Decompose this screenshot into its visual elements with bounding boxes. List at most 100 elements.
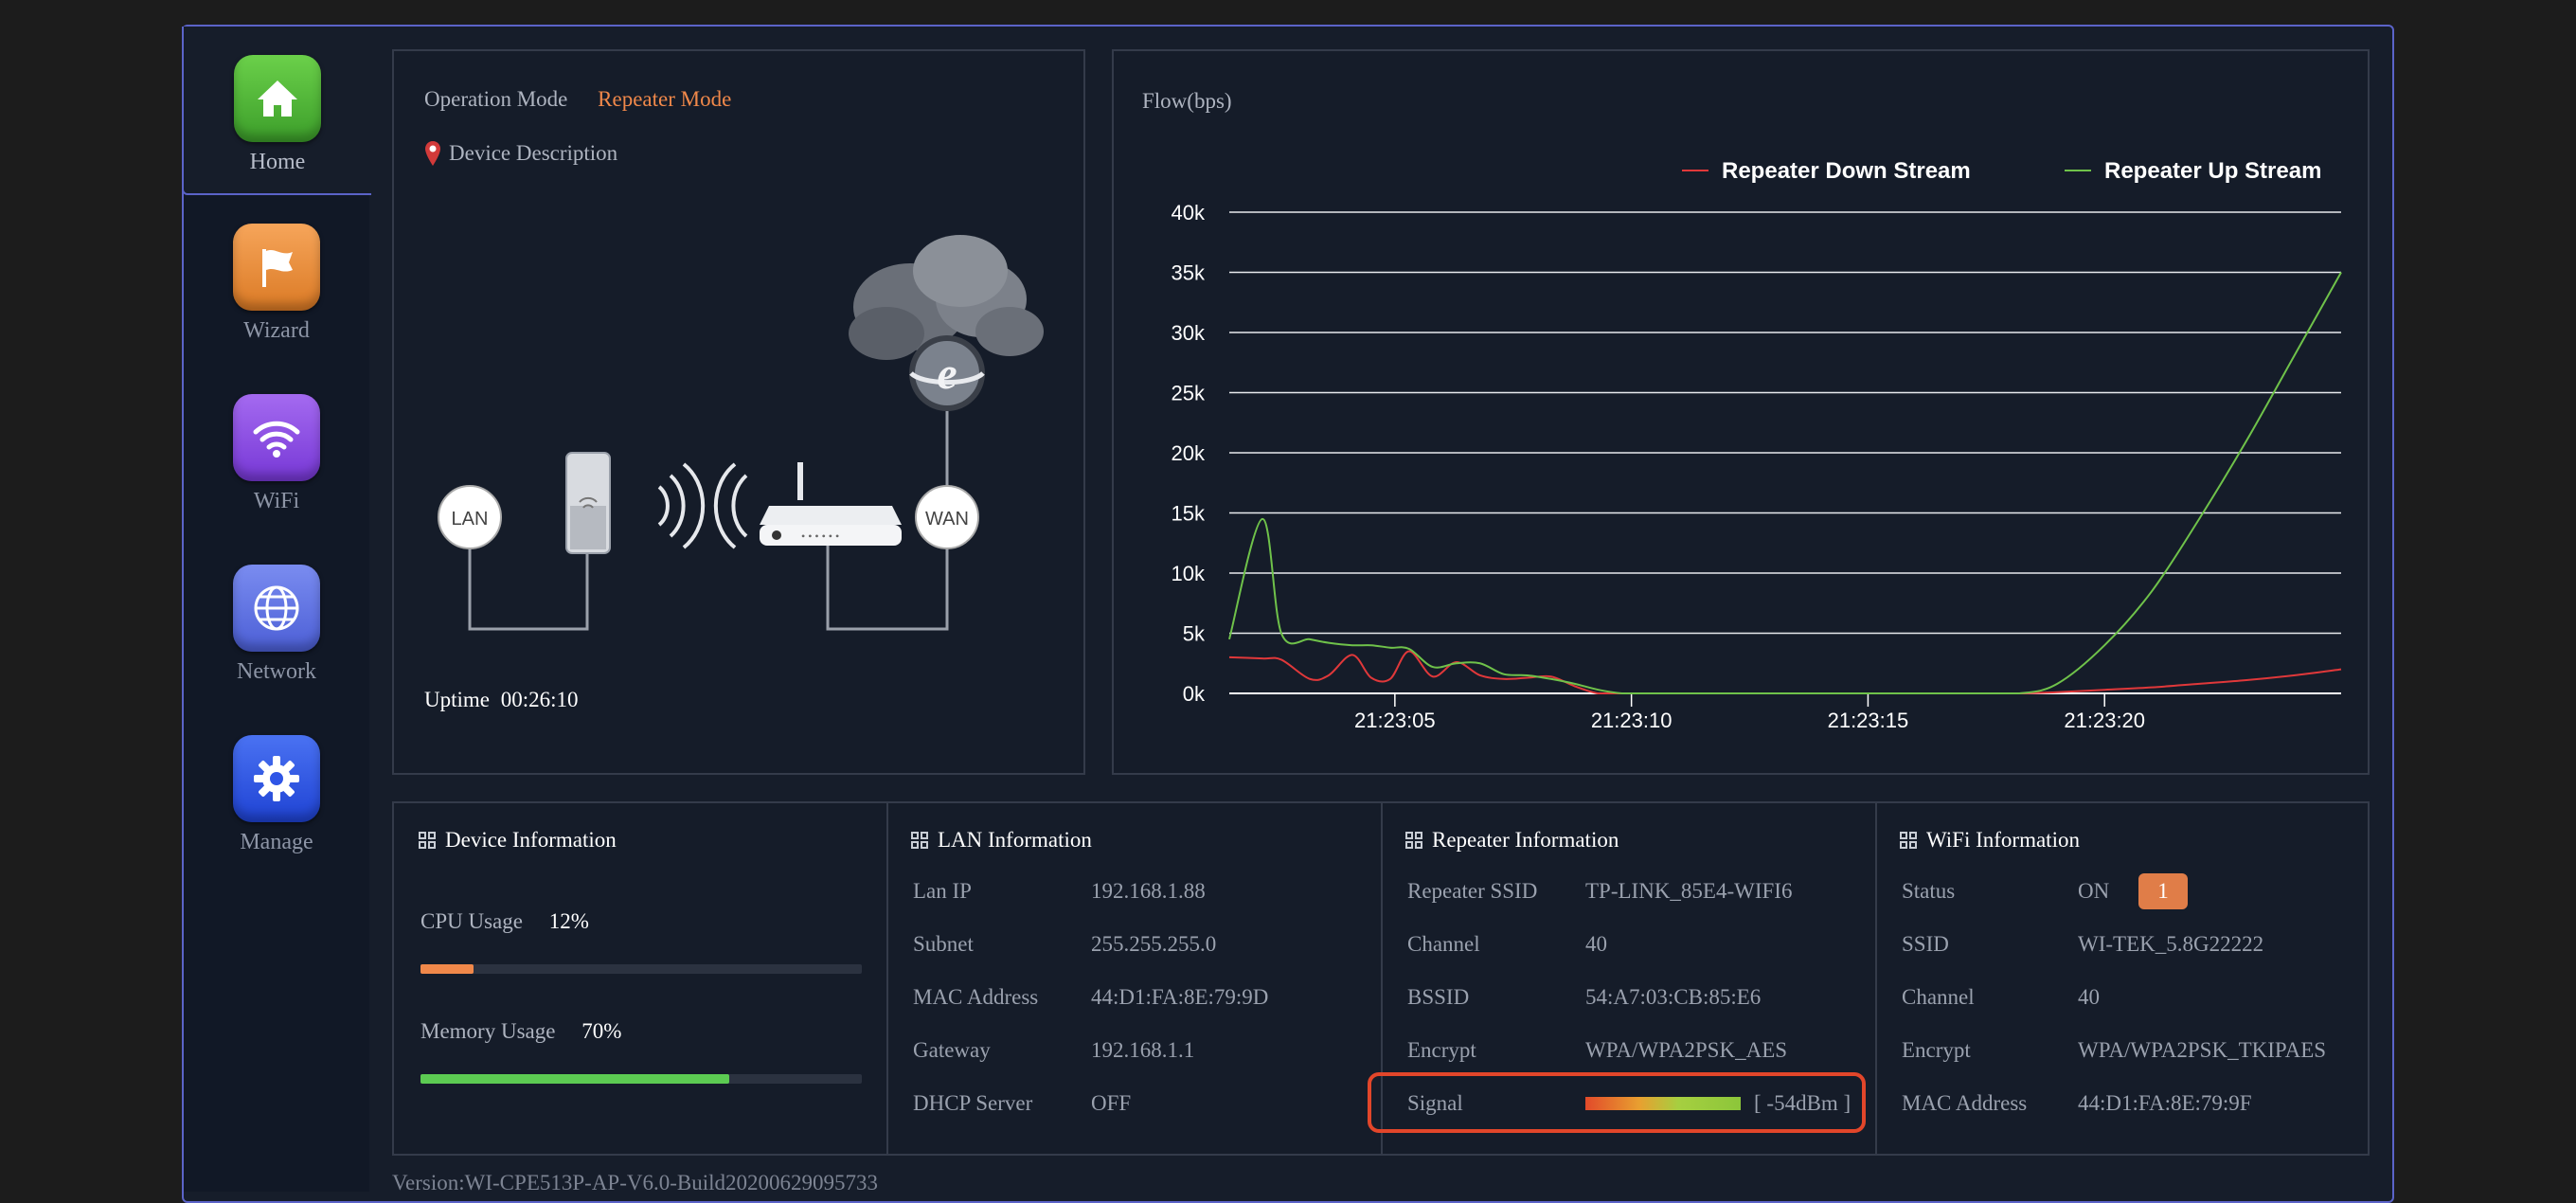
y-tick-label: 5k (1183, 622, 1206, 646)
divider (1875, 803, 1877, 1154)
sidebar-item-wizard[interactable]: Wizard (184, 195, 369, 362)
cpe-device-icon (565, 452, 611, 554)
cpu-usage: CPU Usage 12% (420, 909, 589, 934)
lan-row-key: Lan IP (913, 879, 972, 903)
lan-label: LAN (452, 509, 489, 530)
lan-info-title-text: LAN Information (938, 828, 1092, 852)
wifi-row-value: WPA/WPA2PSK_TKIPAES (2078, 1038, 2327, 1062)
lan-row-key: DHCP Server (913, 1091, 1033, 1115)
wifi-row-value: 40 (2078, 985, 2100, 1009)
repeater-row-value: 54:A7:03:CB:85:E6 (1585, 985, 1762, 1009)
operation-mode-value: Repeater Mode (598, 87, 732, 111)
operation-mode: Operation Mode Repeater Mode (424, 87, 731, 112)
info-panel: Device Information CPU Usage 12% Memory … (392, 801, 2370, 1156)
lan-row-key: Gateway (913, 1038, 991, 1062)
overview-panel: Operation Mode Repeater Mode Device Desc… (392, 49, 1085, 775)
memory-usage-label: Memory Usage (420, 1019, 556, 1043)
home-icon (234, 55, 321, 142)
cpu-usage-label: CPU Usage (420, 909, 523, 933)
device-description-label: Device Description (449, 141, 618, 165)
wan-node: WAN (915, 485, 979, 549)
wifi-status-value: ON (2078, 879, 2110, 903)
svg-text:• • • • • •: • • • • • • (801, 530, 839, 543)
repeater-row-value: TP-LINK_85E4-WIFI6 (1585, 879, 1793, 903)
memory-usage-bar-fill (420, 1074, 730, 1084)
y-tick-label: 20k (1172, 441, 1206, 465)
sidebar-item-label: Manage (240, 830, 313, 854)
sidebar-item-network[interactable]: Network (184, 536, 369, 703)
memory-usage: Memory Usage 70% (420, 1019, 621, 1044)
wifi-row-key: Encrypt (1902, 1038, 1971, 1062)
flag-icon (233, 224, 320, 311)
legend-up-stream: Repeater Up Stream (2104, 158, 2321, 184)
repeater-info-title-text: Repeater Information (1432, 828, 1619, 852)
repeater-row-key: Encrypt (1407, 1038, 1476, 1062)
cpu-usage-bar (420, 964, 862, 974)
router-icon: • • • • • • (760, 462, 902, 546)
legend-down-stream: Repeater Down Stream (1722, 158, 1971, 184)
lan-row-value: 44:D1:FA:8E:79:9D (1091, 985, 1269, 1009)
wifi-status-label: Status (1902, 879, 1956, 903)
y-tick-label: 30k (1172, 321, 1206, 345)
flow-chart-panel: Flow(bps) 0k 5k 10k 15k 20k 25k 30k 35k 40k 21:23… (1112, 49, 2370, 775)
wifi-info-title: WiFi Information (1900, 828, 2080, 853)
svg-text:e: e (937, 349, 957, 399)
divider (886, 803, 888, 1154)
gear-icon (233, 735, 320, 822)
sidebar-item-manage[interactable]: Manage (184, 707, 369, 873)
flow-title: Flow(bps) (1142, 89, 1232, 113)
y-tick-label: 40k (1172, 201, 1206, 224)
lan-row-key: MAC Address (913, 985, 1039, 1009)
cpu-usage-bar-fill (420, 964, 474, 974)
grid-icon (1405, 832, 1422, 849)
lan-row-value: OFF (1091, 1091, 1132, 1115)
internet-cloud-icon: e (849, 235, 1044, 411)
up-stream-line (1228, 272, 2342, 694)
wifi-row-value: WI-TEK_5.8G22222 (2078, 932, 2264, 956)
lan-row-value: 192.168.1.1 (1091, 1038, 1195, 1062)
signal-waves-icon (657, 462, 748, 549)
x-tick-label: 21:23:20 (2064, 709, 2145, 732)
grid-icon (419, 832, 436, 849)
memory-usage-bar (420, 1074, 862, 1084)
sidebar-item-label: Network (237, 659, 316, 684)
down-stream-line (1228, 650, 2342, 694)
wifi-row-key: MAC Address (1902, 1091, 2028, 1115)
repeater-row-key: Channel (1407, 932, 1480, 956)
device-description: Device Description (424, 140, 617, 167)
sidebar: Home Wizard WiFi Network Manage (182, 27, 371, 1192)
lan-info-title: LAN Information (911, 828, 1092, 853)
repeater-row-value: 40 (1585, 932, 1607, 956)
lan-node: LAN (438, 485, 502, 549)
topology-diagram: • • • • • • LAN WAN e (438, 235, 1044, 631)
y-tick-label: 10k (1172, 562, 1206, 585)
uptime: Uptime 00:26:10 (424, 688, 579, 712)
memory-usage-value: 70% (581, 1019, 622, 1043)
wifi-row-key: Channel (1902, 985, 1975, 1009)
uptime-value: 00:26:10 (500, 688, 579, 711)
signal-highlight (1368, 1072, 1866, 1133)
wifi-info-title-text: WiFi Information (1926, 828, 2080, 852)
wifi-status-badge[interactable]: 1 (2138, 873, 2188, 909)
x-tick-label: 21:23:15 (1828, 709, 1909, 732)
sidebar-item-home[interactable]: Home (182, 27, 371, 195)
lan-row-value: 255.255.255.0 (1091, 932, 1217, 956)
cpu-usage-value: 12% (548, 909, 589, 933)
sidebar-item-label: Wizard (243, 318, 310, 343)
grid-icon (911, 832, 928, 849)
sidebar-item-label: WiFi (253, 489, 300, 513)
y-tick-label: 35k (1172, 261, 1206, 285)
sidebar-item-wifi[interactable]: WiFi (184, 366, 369, 532)
divider (1381, 803, 1383, 1154)
wifi-row-value: 44:D1:FA:8E:79:9F (2078, 1091, 2252, 1115)
uptime-label: Uptime (424, 688, 490, 711)
y-tick-label: 0k (1183, 682, 1206, 706)
x-tick-label: 21:23:05 (1354, 709, 1436, 732)
flow-chart: 0k 5k 10k 15k 20k 25k 30k 35k 40k 21:23:05 21:23:1… (1172, 158, 2342, 732)
y-tick-label: 15k (1172, 502, 1206, 526)
device-info-title: Device Information (419, 828, 617, 853)
wan-label: WAN (925, 509, 969, 530)
signal-value: [ -54dBm ] (1754, 1091, 1852, 1115)
version-text: Version:WI-CPE513P-AP-V6.0-Build20200629… (392, 1171, 879, 1194)
repeater-row-key: Repeater SSID (1407, 879, 1538, 903)
